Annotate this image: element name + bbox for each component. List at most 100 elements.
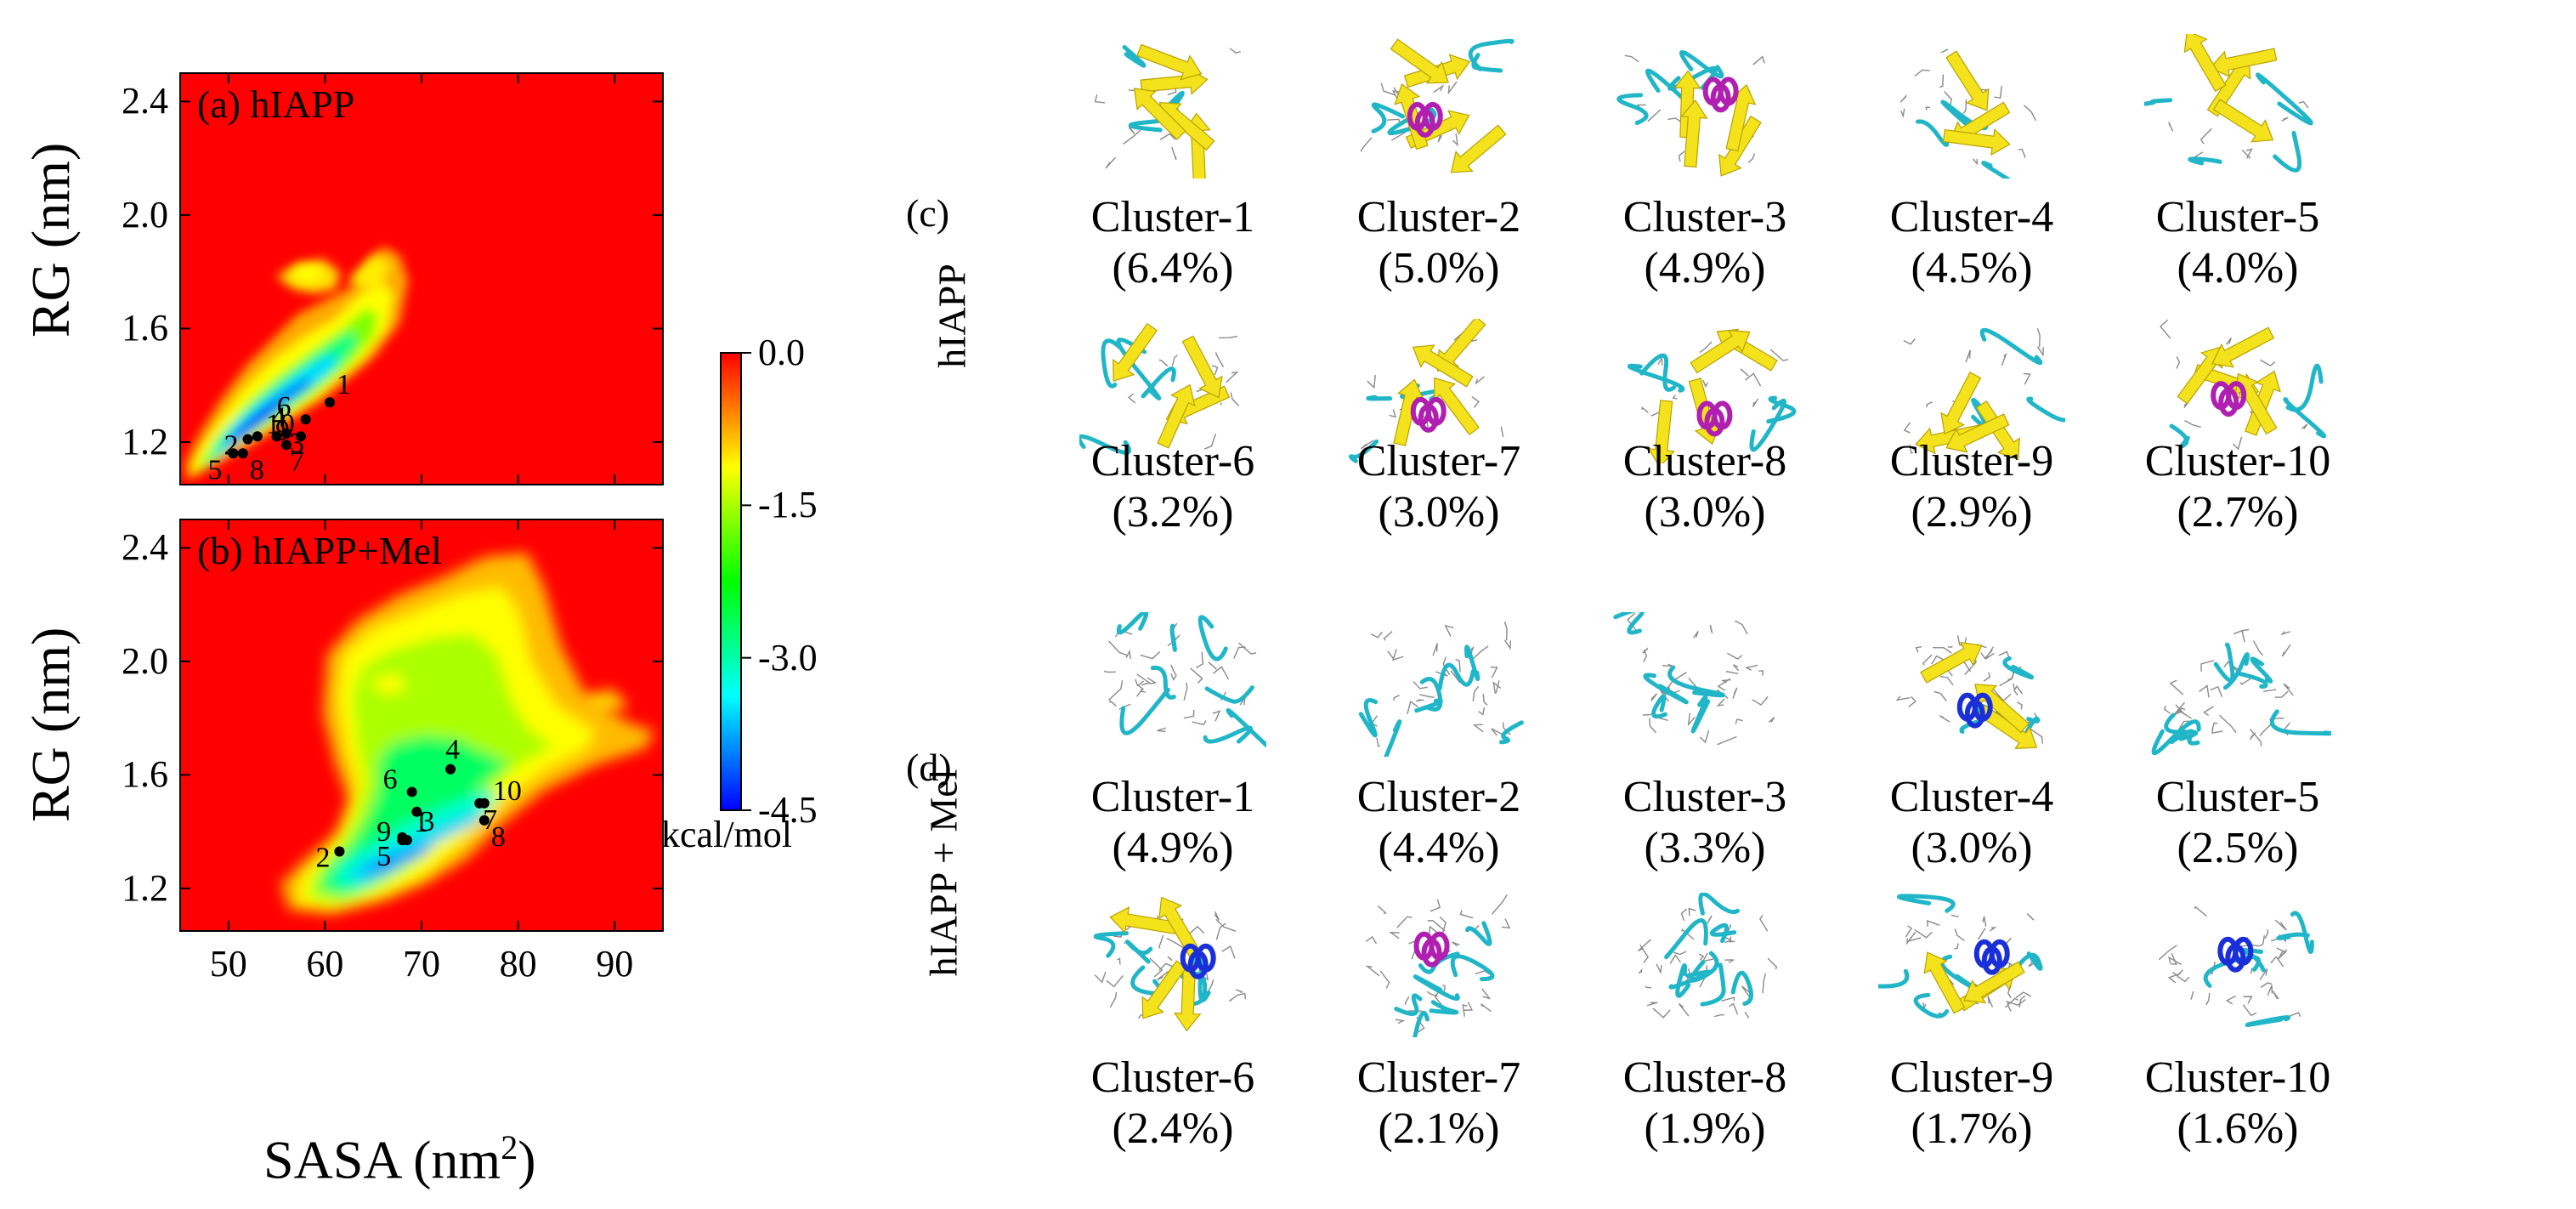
- cluster-point-label-10: 10: [266, 408, 295, 440]
- cluster-point-6: [300, 414, 311, 425]
- cluster-structure-c-10: [2160, 319, 2327, 451]
- colorbar-tick-label: -1.5: [758, 484, 818, 526]
- cluster-structure-c-2: [1360, 38, 1514, 173]
- cluster-name: Cluster-4: [1889, 193, 2054, 241]
- cluster-structure-d-8: [1637, 893, 1778, 1019]
- cluster-population: (4.5%): [1911, 244, 2033, 292]
- cluster-point-4: [445, 763, 456, 775]
- colorbar-tick-label: -4.5: [758, 789, 818, 831]
- cluster-population: (1.6%): [2177, 1104, 2299, 1153]
- cluster-population: (6.4%): [1112, 244, 1234, 292]
- cluster-name: Cluster-3: [1622, 193, 1787, 241]
- cluster-point-label-9: 9: [275, 415, 290, 446]
- cluster-structure-d-7: [1365, 894, 1511, 1037]
- cluster-population: (3.0%): [1378, 488, 1500, 536]
- cluster-structure-d-3: [1613, 612, 1775, 746]
- panel-c-tag: (c): [906, 191, 950, 235]
- cluster-name: Cluster-6: [1090, 437, 1255, 485]
- cluster-population: (2.5%): [2177, 824, 2299, 872]
- cluster-point-label-6: 6: [277, 391, 292, 423]
- cluster-structure-c-3: [1616, 49, 1765, 177]
- cluster-structure-c-8: [1628, 328, 1797, 463]
- cluster-point-10: [478, 797, 490, 809]
- cluster-name: Cluster-10: [2144, 1053, 2331, 1102]
- colorbar: [720, 352, 742, 811]
- cluster-population: (3.0%): [1911, 824, 2033, 872]
- x-tick-label: 80: [499, 943, 537, 985]
- cluster-population: (4.0%): [2177, 244, 2299, 292]
- x-tick-label: 50: [209, 943, 247, 985]
- cluster-structure-c-5: [2144, 34, 2313, 173]
- y-tick-label: 1.6: [122, 307, 168, 349]
- cluster-name: Cluster-8: [1622, 1053, 1787, 1102]
- cluster-population: (3.3%): [1644, 824, 1766, 872]
- cluster-point-label-2: 2: [315, 843, 330, 874]
- panel-d-tag: (d): [906, 746, 952, 789]
- cluster-point-label-7: 7: [483, 804, 497, 836]
- y-tick-label: 1.2: [122, 420, 168, 463]
- cluster-name: Cluster-7: [1356, 1053, 1521, 1102]
- cluster-point-10: [252, 431, 263, 442]
- cluster-point-2: [334, 846, 345, 857]
- colorbar-unit: kcal/mol: [661, 814, 792, 855]
- cluster-structure-c-9: [1903, 327, 2065, 461]
- y-tick-label: 1.2: [122, 866, 168, 909]
- cluster-name: Cluster-4: [1889, 773, 2054, 821]
- cluster-structure-d-9: [1878, 894, 2043, 1019]
- x-tick-label: 90: [596, 943, 634, 985]
- cluster-name: Cluster-7: [1356, 437, 1521, 485]
- cluster-point-label-6: 6: [383, 763, 398, 795]
- cluster-point-3: [280, 428, 292, 439]
- cluster-population: (4.9%): [1644, 244, 1766, 292]
- cluster-point-label-8: 8: [491, 821, 506, 853]
- y-tick-label: 2.4: [122, 80, 168, 122]
- cluster-name: Cluster-1: [1090, 193, 1255, 241]
- cluster-structure-c-6: [1079, 322, 1240, 455]
- cluster-point-label-5: 5: [376, 841, 391, 872]
- cluster-population: (4.4%): [1378, 824, 1500, 872]
- cluster-name: Cluster-9: [1889, 437, 2054, 485]
- cluster-point-8: [478, 815, 490, 826]
- cluster-point-label-10: 10: [493, 775, 522, 807]
- cluster-point-8: [237, 448, 248, 459]
- colorbar-tick-label: 0.0: [758, 332, 805, 373]
- x-tick-label: 70: [403, 943, 440, 985]
- cluster-structure-c-7: [1348, 319, 1504, 463]
- cluster-point-3: [411, 806, 422, 817]
- cluster-point-label-1: 1: [337, 369, 351, 400]
- y-tick-label: 1.6: [122, 753, 168, 796]
- cluster-name: Cluster-5: [2155, 193, 2320, 241]
- x-tick-label: 60: [306, 943, 344, 985]
- cluster-point-4: [271, 431, 282, 442]
- y-tick-label: 2.4: [122, 526, 168, 569]
- cluster-point-label-7: 7: [290, 446, 304, 477]
- cluster-point-label-4: 4: [445, 735, 460, 766]
- cluster-name: Cluster-8: [1622, 437, 1787, 485]
- cluster-name: Cluster-3: [1622, 773, 1787, 821]
- cluster-name: Cluster-1: [1090, 773, 1255, 821]
- heatmap-b: [180, 519, 663, 931]
- cluster-point-5: [228, 448, 239, 459]
- cluster-name: Cluster-6: [1090, 1053, 1255, 1102]
- cluster-structure-d-6: [1093, 896, 1246, 1032]
- cluster-point-6: [406, 786, 417, 797]
- cluster-name: Cluster-2: [1356, 193, 1521, 241]
- cluster-point-label-8: 8: [250, 454, 264, 485]
- colorbar-tick-label: -3.0: [758, 636, 818, 678]
- y-tick-label: 2.0: [122, 639, 168, 682]
- y-tick-label: 2.0: [122, 193, 168, 236]
- cluster-population: (2.4%): [1112, 1104, 1234, 1153]
- panel-c-side-label: hIAPP: [930, 264, 974, 368]
- cluster-point-9: [397, 832, 408, 843]
- panel-d-side-label: hIAPP + Mel: [921, 769, 965, 977]
- axis-ticks: [180, 73, 663, 931]
- panel-a-label: (a) hIAPP: [197, 82, 355, 126]
- cluster-structure-c-1: [1094, 43, 1241, 179]
- cluster-population: (1.9%): [1644, 1104, 1766, 1153]
- cluster-point-label-5: 5: [207, 454, 222, 485]
- panel-b-label: (b) hIAPP+Mel: [197, 529, 442, 572]
- cluster-structure-d-4: [1895, 635, 2044, 750]
- cluster-population: (2.1%): [1378, 1104, 1500, 1153]
